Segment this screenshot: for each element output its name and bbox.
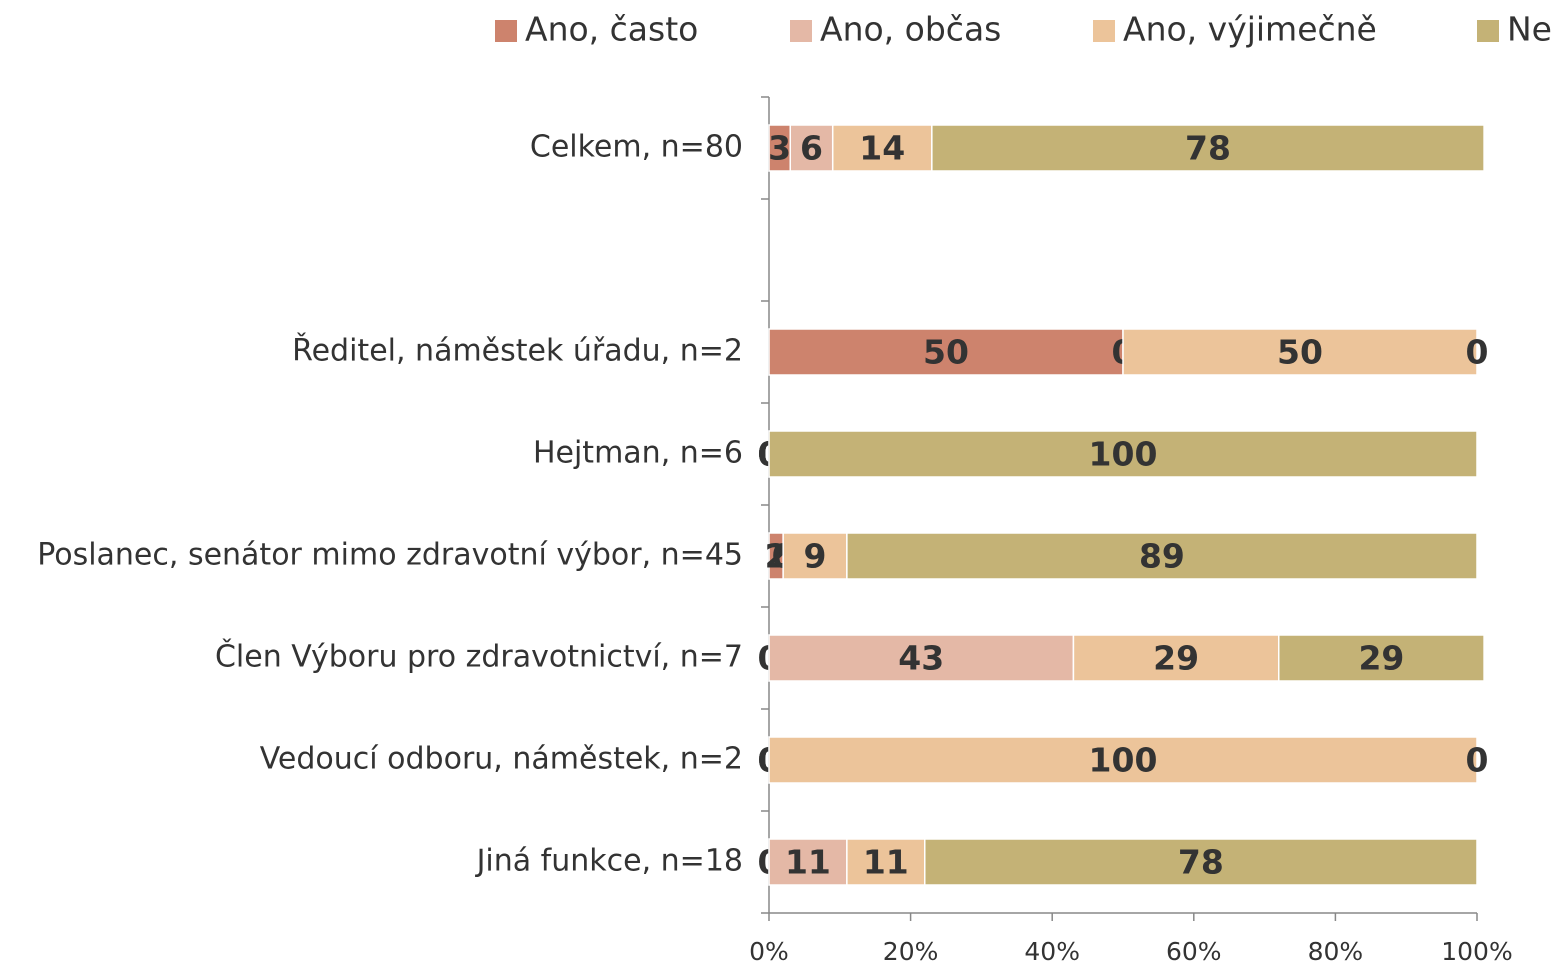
bar-segment [1278,634,1485,682]
data-label: 78 [1185,129,1231,168]
data-label: 78 [1178,843,1224,882]
x-tick-label: 20% [883,937,939,966]
x-tick-label: 40% [1024,937,1080,966]
bar-segment [768,736,1478,784]
data-label: 29 [1153,639,1199,678]
data-label: 9 [804,537,827,576]
legend-swatch [1093,20,1115,42]
data-label: 100 [1089,741,1158,780]
bar-segment [846,532,1478,580]
legend-swatch [790,20,812,42]
legend-label: Ne [1507,10,1552,49]
data-label: 2 [765,537,788,576]
bar-segment [831,124,933,172]
bar-segment [782,532,848,580]
legend-label: Ano, často [525,10,698,49]
x-tick-label: 60% [1166,937,1222,966]
data-label: 89 [1139,537,1185,576]
x-tick-label: 0% [749,937,789,966]
data-label: 29 [1358,639,1404,678]
data-label: 43 [898,639,944,678]
data-label: 50 [923,333,969,372]
bar-segment [924,838,1478,886]
y-tick-label: Vedoucí odboru, náměstek, n=2 [260,742,743,777]
bar-segment [768,634,1075,682]
bar-segment [789,124,834,172]
legend-swatch [1477,20,1499,42]
data-label: 14 [859,129,905,168]
legend-label: Ano, občas [820,10,1001,49]
y-tick-label: Poslanec, senátor mimo zdravotní výbor, … [37,538,743,573]
bar-segment [1122,328,1478,376]
data-label: 100 [1089,435,1158,474]
data-label: 11 [785,843,831,882]
bar-segment [768,838,848,886]
y-tick-label: Celkem, n=80 [530,130,743,165]
bar-segment [768,430,1478,478]
data-label: 0 [1466,333,1489,372]
x-tick-label: 100% [1441,937,1512,966]
legend-swatch [495,20,517,42]
data-label: 0 [1466,741,1489,780]
y-tick-label: Hejtman, n=6 [533,436,743,471]
y-tick-label: Ředitel, náměstek úřadu, n=2 [292,333,743,369]
legend-label: Ano, výjimečně [1123,10,1377,49]
bar-segment [1072,634,1280,682]
data-label: 3 [768,129,791,168]
data-label: 6 [800,129,823,168]
bar-segment [931,124,1485,172]
data-label: 50 [1277,333,1323,372]
y-tick-label: Člen Výboru pro zdravotnictví, n=7 [215,638,743,675]
data-label: 11 [863,843,909,882]
bar-segment [846,838,926,886]
x-tick-label: 80% [1308,937,1364,966]
y-tick-label: Jiná funkce, n=18 [475,844,743,879]
